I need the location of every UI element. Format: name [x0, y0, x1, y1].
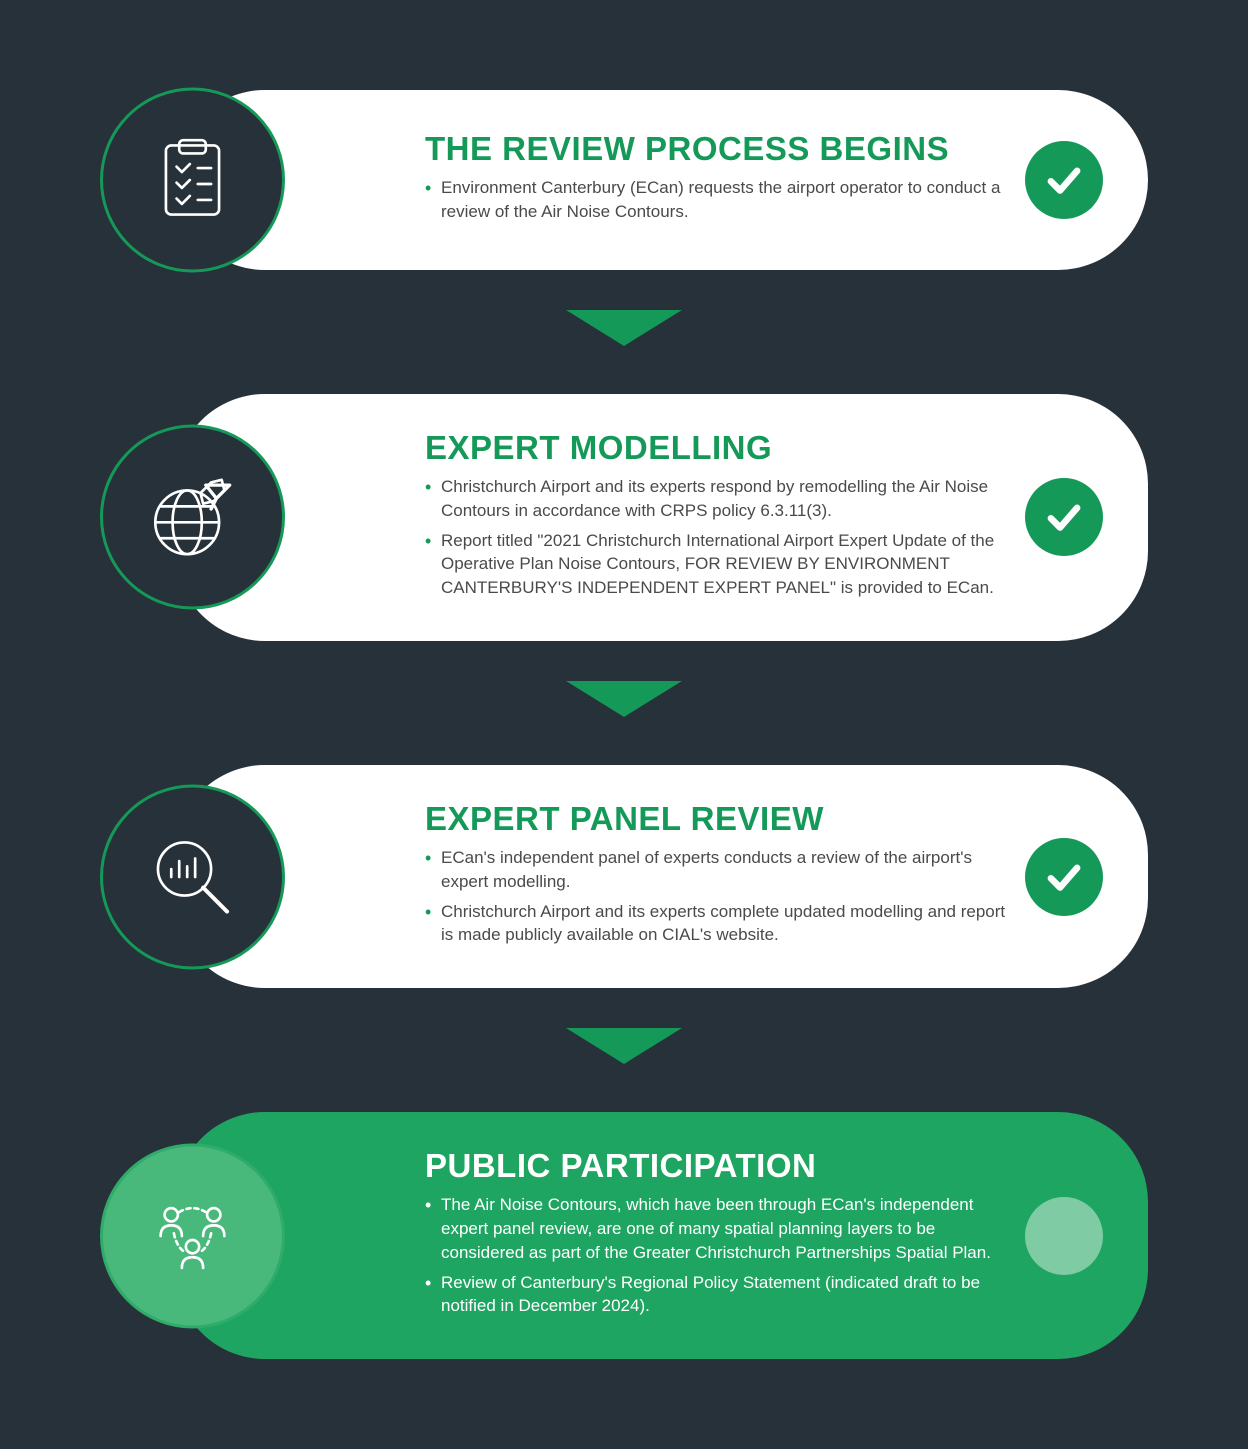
- checkmark-icon: [1025, 141, 1103, 219]
- bullet-item: Environment Canterbury (ECan) requests t…: [425, 176, 1018, 224]
- arrow-down-icon: [566, 310, 682, 346]
- checkmark-icon: [1025, 838, 1103, 916]
- people-network-icon: [100, 1143, 285, 1328]
- bullet-item: Christchurch Airport and its experts res…: [425, 475, 1018, 523]
- magnify-chart-icon: [100, 784, 285, 969]
- checklist-icon: [100, 88, 285, 273]
- step-bullets: The Air Noise Contours, which have been …: [425, 1193, 1018, 1324]
- step-title: EXPERT PANEL REVIEW: [425, 800, 1018, 838]
- step-public-participation: PUBLIC PARTICIPATION The Air Noise Contou…: [100, 1112, 1148, 1359]
- bullet-item: Review of Canterbury's Regional Policy S…: [425, 1271, 1018, 1319]
- step-expert-modelling: EXPERT MODELLING Christchurch Airport and…: [100, 394, 1148, 641]
- process-flow: THE REVIEW PROCESS BEGINS Environment Can…: [100, 90, 1148, 1359]
- pending-icon: [1025, 1197, 1103, 1275]
- step-bullets: ECan's independent panel of experts cond…: [425, 846, 1018, 953]
- step-title: PUBLIC PARTICIPATION: [425, 1147, 1018, 1185]
- step-title: EXPERT MODELLING: [425, 429, 1018, 467]
- step-pill: EXPERT PANEL REVIEW ECan's independent pa…: [175, 765, 1148, 988]
- step-pill: PUBLIC PARTICIPATION The Air Noise Contou…: [175, 1112, 1148, 1359]
- bullet-item: ECan's independent panel of experts cond…: [425, 846, 1018, 894]
- checkmark-icon: [1025, 478, 1103, 556]
- bullet-item: Christchurch Airport and its experts com…: [425, 900, 1018, 948]
- step-bullets: Environment Canterbury (ECan) requests t…: [425, 176, 1018, 230]
- step-expert-panel-review: EXPERT PANEL REVIEW ECan's independent pa…: [100, 765, 1148, 988]
- bullet-item: The Air Noise Contours, which have been …: [425, 1193, 1018, 1264]
- step-pill: THE REVIEW PROCESS BEGINS Environment Can…: [175, 90, 1148, 270]
- step-review-begins: THE REVIEW PROCESS BEGINS Environment Can…: [100, 90, 1148, 270]
- step-bullets: Christchurch Airport and its experts res…: [425, 475, 1018, 606]
- step-pill: EXPERT MODELLING Christchurch Airport and…: [175, 394, 1148, 641]
- step-title: THE REVIEW PROCESS BEGINS: [425, 130, 1018, 168]
- bullet-item: Report titled "2021 Christchurch Interna…: [425, 529, 1018, 600]
- arrow-down-icon: [566, 1028, 682, 1064]
- arrow-down-icon: [566, 681, 682, 717]
- globe-plane-icon: [100, 425, 285, 610]
